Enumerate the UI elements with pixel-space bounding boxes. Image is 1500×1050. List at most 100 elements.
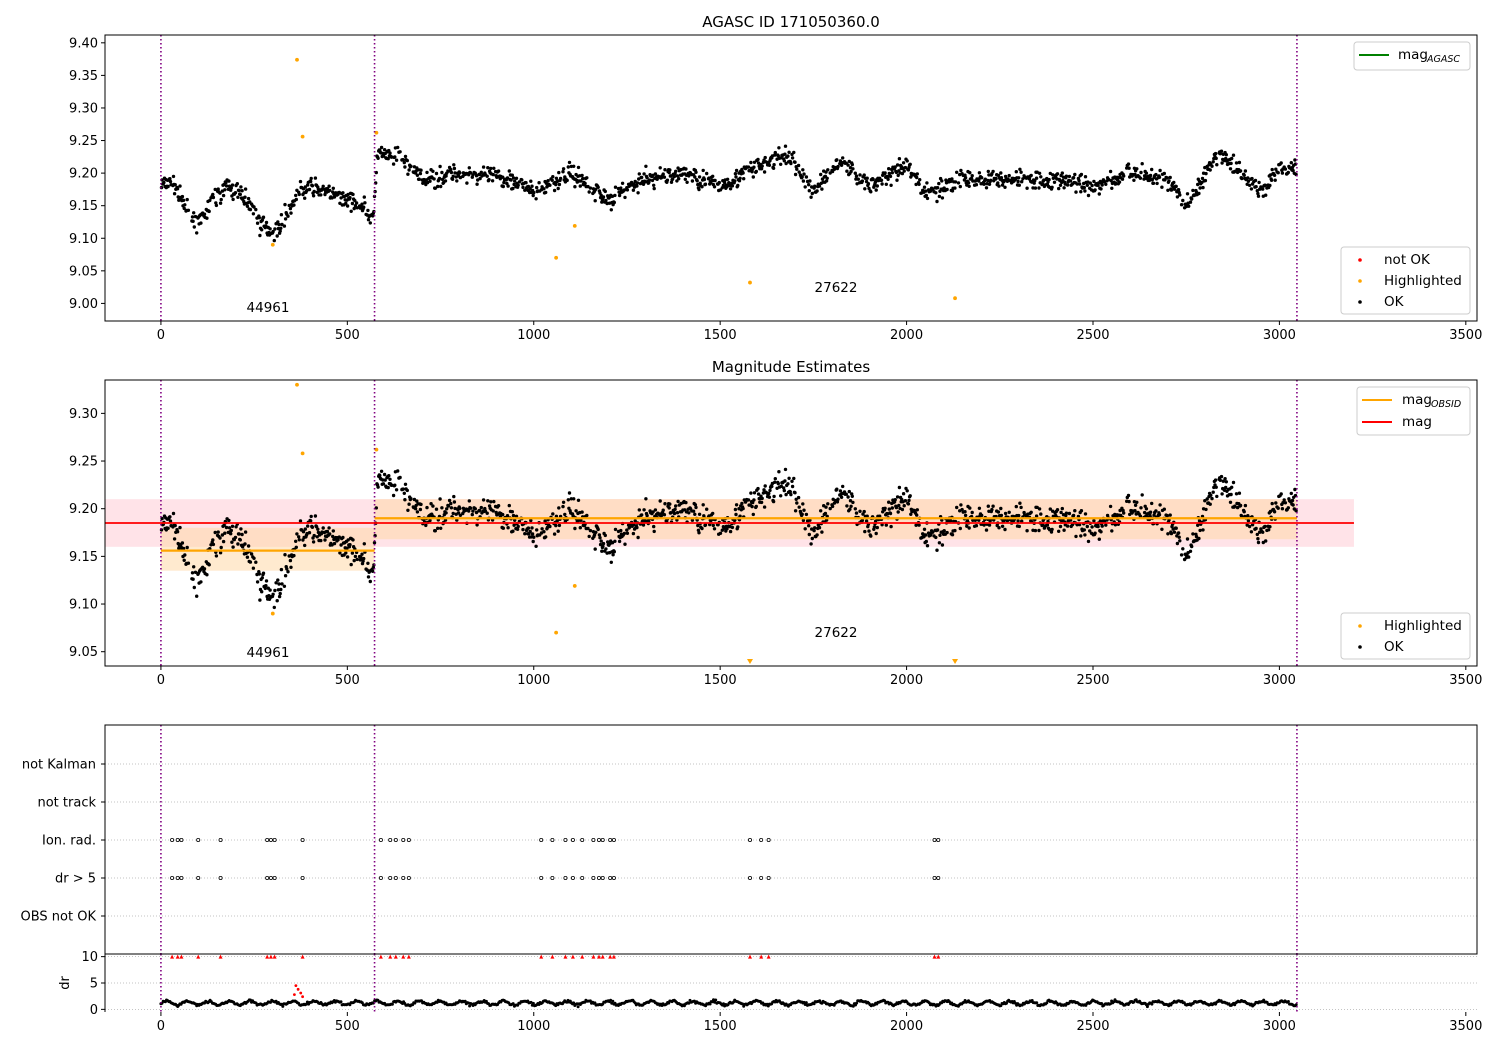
- ok-point: [529, 179, 533, 183]
- ok-point: [1100, 524, 1104, 528]
- ok-point: [1018, 167, 1022, 171]
- ok-point: [405, 488, 409, 493]
- ok-point: [175, 530, 180, 534]
- ok-point: [510, 173, 514, 177]
- ok-point: [1139, 170, 1143, 175]
- ok-point: [1071, 176, 1076, 180]
- ok-point: [1249, 530, 1254, 534]
- ok-point: [1172, 180, 1176, 185]
- ok-point: [866, 182, 871, 186]
- ok-point: [773, 477, 777, 481]
- ok-point: [1282, 498, 1286, 502]
- ok-point: [989, 178, 993, 182]
- ok-point: [593, 547, 597, 551]
- ok-point: [303, 543, 307, 548]
- ok-point: [415, 499, 419, 503]
- ok-point: [223, 531, 227, 535]
- ok-point: [294, 193, 298, 198]
- ok-point: [576, 165, 581, 170]
- ok-point: [777, 146, 781, 150]
- ok-point: [181, 546, 186, 551]
- ok-point: [407, 168, 411, 172]
- y-tick-label: 9.30: [69, 407, 98, 422]
- ok-point: [736, 525, 740, 529]
- ok-point: [623, 195, 627, 200]
- ok-point: [368, 221, 372, 225]
- flag-point: [591, 876, 596, 881]
- ok-point: [623, 542, 627, 546]
- ok-point: [865, 176, 869, 180]
- x-tick-label: 3000: [1263, 1019, 1296, 1034]
- ok-point: [887, 171, 891, 176]
- dr-clipped-marker: [591, 954, 596, 959]
- ok-point: [792, 150, 796, 155]
- ok-point: [795, 167, 799, 171]
- ok-point: [1058, 524, 1063, 529]
- ok-point: [684, 167, 688, 171]
- ok-point: [823, 511, 828, 516]
- dr-clipped-marker: [539, 954, 544, 959]
- panel1-annotation-obs2: 27622: [815, 280, 858, 296]
- ok-point: [846, 495, 850, 499]
- ok-point: [237, 188, 241, 193]
- ok-point: [288, 558, 293, 563]
- ok-point: [760, 496, 764, 501]
- ok-point: [1079, 509, 1084, 513]
- ok-point: [756, 486, 760, 491]
- ok-point: [331, 529, 335, 533]
- ok-point: [507, 503, 511, 508]
- ok-point: [544, 535, 548, 539]
- ok-point: [218, 536, 222, 540]
- ok-point: [1020, 180, 1024, 184]
- panel2-legend-top: mag OBSID mag: [1356, 386, 1471, 436]
- ok-point: [413, 507, 418, 511]
- ok-point: [381, 154, 386, 158]
- ok-point: [366, 575, 371, 579]
- ok-point: [485, 511, 489, 515]
- ok-point: [611, 553, 615, 557]
- ok-point: [467, 499, 471, 503]
- dr-red-point: [299, 991, 303, 995]
- ok-point: [727, 181, 731, 185]
- ok-point: [1150, 501, 1154, 506]
- dr-clipped-marker: [608, 954, 613, 959]
- ok-point: [1190, 544, 1194, 549]
- ok-point: [379, 469, 384, 473]
- ok-point: [479, 170, 483, 174]
- ok-point: [239, 527, 243, 531]
- flag-point: [936, 838, 941, 843]
- ok-point: [1158, 168, 1162, 173]
- ok-point: [449, 506, 454, 510]
- ok-point: [953, 528, 957, 533]
- ok-point: [647, 178, 652, 182]
- ok-point: [797, 170, 801, 174]
- ok-point: [691, 509, 696, 513]
- ok-point: [452, 166, 457, 171]
- ok-point: [977, 171, 982, 175]
- ok-point: [863, 187, 867, 191]
- ok-point: [1082, 185, 1087, 190]
- ok-point: [862, 173, 866, 177]
- ok-point: [773, 150, 777, 155]
- ok-point: [271, 592, 275, 596]
- x-tick-label: 1000: [517, 328, 550, 343]
- ok-point: [1168, 513, 1172, 517]
- ok-point: [510, 510, 514, 514]
- ok-point: [292, 553, 296, 558]
- ok-point: [489, 500, 493, 504]
- ok-point: [905, 489, 909, 493]
- ok-point: [1057, 529, 1061, 533]
- ok-point: [339, 543, 343, 547]
- ok-point: [869, 190, 873, 194]
- ok-point: [511, 186, 515, 191]
- ok-point: [173, 183, 177, 187]
- ok-point: [558, 176, 563, 181]
- ok-point: [285, 567, 289, 571]
- ok-point: [511, 513, 516, 518]
- ok-point: [1167, 179, 1171, 183]
- ok-point: [467, 166, 471, 170]
- ok-point: [1065, 183, 1070, 187]
- ok-point: [409, 497, 413, 501]
- ok-point: [252, 205, 256, 209]
- ok-point: [458, 513, 463, 517]
